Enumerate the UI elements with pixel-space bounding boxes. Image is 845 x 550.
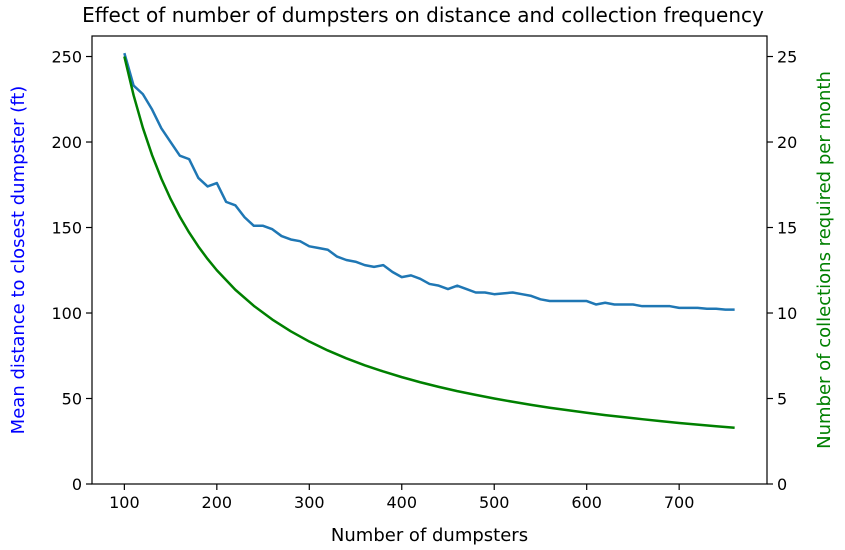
y-axis-right: 0 5 10 15 20 25 <box>767 48 797 494</box>
y-axis-right-label: Number of collections required per month <box>814 71 835 449</box>
x-tick-label: 300 <box>294 493 325 512</box>
x-tick-label: 100 <box>109 493 140 512</box>
x-axis: 100 200 300 400 500 600 700 <box>109 484 694 512</box>
y-axis-left-label: Mean distance to closest dumpster (ft) <box>8 86 29 435</box>
y-left-tick-label: 250 <box>51 48 82 67</box>
y-left-tick-label: 50 <box>62 390 82 409</box>
y-right-tick-label: 15 <box>777 219 797 238</box>
y-right-tick-label: 25 <box>777 48 797 67</box>
distance-series-line <box>123 52 735 311</box>
y-right-tick-label: 20 <box>777 133 797 152</box>
y-left-tick-label: 200 <box>51 133 82 152</box>
chart-title: Effect of number of dumpsters on distanc… <box>82 3 764 27</box>
y-right-tick-label: 10 <box>777 304 797 323</box>
plot-area-frame <box>91 35 768 485</box>
x-tick-label: 700 <box>664 493 695 512</box>
plot-lines <box>123 52 735 429</box>
x-axis-label: Number of dumpsters <box>331 525 528 546</box>
x-tick-label: 400 <box>386 493 417 512</box>
y-axis-left: 0 50 100 150 200 250 <box>51 48 92 494</box>
x-tick-label: 500 <box>479 493 510 512</box>
x-tick-label: 200 <box>202 493 233 512</box>
y-left-tick-label: 100 <box>51 304 82 323</box>
y-left-tick-label: 150 <box>51 219 82 238</box>
collections-series-line <box>123 56 735 429</box>
y-right-tick-label: 5 <box>777 390 787 409</box>
y-left-tick-label: 0 <box>72 475 82 494</box>
x-tick-label: 600 <box>571 493 602 512</box>
y-right-tick-label: 0 <box>777 475 787 494</box>
